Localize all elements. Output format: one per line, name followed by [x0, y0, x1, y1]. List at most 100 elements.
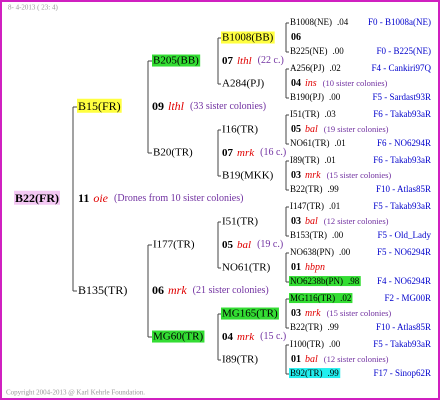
colony-line: F0 - B1008a(NE) — [368, 17, 431, 27]
note: (15 sister colonies) — [327, 170, 392, 180]
colony-line: F4 - Cankiri97Q — [372, 63, 432, 73]
colony-value: .01 — [329, 201, 340, 211]
mark: lthl — [237, 55, 252, 67]
node-name: B1008(BB) — [222, 32, 274, 44]
colony-value: .99 — [328, 368, 340, 378]
annotation: 03 mrk (15 sister colonies) — [291, 170, 391, 181]
annotation: 07 lthl (22 c.) — [222, 55, 284, 67]
colony-name: NO6238b(PN) — [290, 276, 343, 286]
mark: mrk — [237, 331, 255, 343]
colony-line: F5 - Old_Lady — [378, 230, 432, 240]
highlight — [289, 293, 353, 304]
colony-value: .98 — [348, 276, 360, 286]
node-name: NO61(TR) — [222, 262, 271, 274]
colony-name: NO61(TR) — [290, 138, 330, 148]
count: 03 — [291, 170, 301, 181]
colony-value: .01 — [335, 138, 346, 148]
annotation: 03 bal (12 sister colonies) — [291, 216, 389, 227]
mark: mrk — [305, 308, 321, 319]
colony: B190(PJ) .00 — [290, 92, 341, 102]
mark: bal — [305, 216, 318, 227]
colony-line: F10 - Atlas85R — [376, 322, 431, 332]
mark: mrk — [168, 283, 187, 297]
annotation: 01 hbpn — [291, 262, 325, 273]
annotation: 05 bal (19 sister colonies) — [291, 124, 389, 135]
colony-value: .99 — [328, 322, 340, 332]
mark: lthl — [168, 99, 185, 113]
colony-name: MG116(TR) — [290, 293, 335, 303]
annotation: 07 mrk (16 c.) — [222, 147, 286, 159]
node-name: I51(TR) — [222, 216, 258, 228]
colony-line: F17 - Sinop62R — [373, 368, 431, 378]
colony-line: F6 - Takab93aR — [373, 109, 431, 119]
mark: mrk — [305, 170, 321, 181]
colony-value: .00 — [332, 230, 344, 240]
note: (10 sister colonies) — [323, 78, 388, 88]
count: 01 — [291, 354, 301, 365]
count: 05 — [291, 124, 301, 135]
colony: I100(TR) .00 — [290, 339, 341, 349]
highlight — [289, 276, 361, 287]
node-name: MG165(TR) — [222, 308, 278, 320]
colony-value: .99 — [328, 184, 340, 194]
colony: B1008(NE) .04 — [290, 17, 349, 27]
colony-value: .00 — [339, 247, 351, 257]
mark: oie — [93, 191, 108, 205]
colony-value: .00 — [329, 339, 341, 349]
annotation: 04 ins (10 sister colonies) — [291, 78, 388, 89]
count: 07 — [222, 147, 234, 159]
node-name: B15(FR) — [78, 99, 121, 113]
count: 06 — [152, 283, 164, 297]
count: 04 — [291, 78, 301, 89]
colony-name: B1008(NE) — [290, 17, 332, 27]
colony-name: I100(TR) — [290, 339, 324, 349]
node-name: B135(TR) — [78, 283, 127, 297]
colony: NO6238b(PN) .98 — [290, 276, 360, 286]
highlight — [221, 31, 275, 44]
count: 01 — [291, 262, 301, 273]
count: 06 — [291, 32, 301, 43]
note: (12 sister colonies) — [324, 216, 389, 226]
colony-value: .03 — [325, 109, 337, 119]
colony-name: B22(TR) — [290, 184, 323, 194]
count: 04 — [222, 331, 234, 343]
highlight — [289, 368, 341, 379]
note: (19 c.) — [257, 239, 283, 250]
colony-name: A256(PJ) — [290, 63, 325, 73]
note: (12 sister colonies) — [324, 354, 389, 364]
colony-name: NO638(PN) — [290, 247, 334, 257]
copyright: Copyright 2004-2013 @ Karl Kehrle Founda… — [6, 389, 145, 397]
node-name: B205(BB) — [153, 55, 199, 67]
mark: bal — [237, 239, 251, 251]
mark: ins — [305, 78, 317, 89]
note: (15 c.) — [260, 331, 286, 342]
note: (22 c.) — [258, 55, 284, 66]
colony-line: F5 - Sardast93R — [373, 92, 432, 102]
colony-line: F2 - MG00R — [384, 293, 431, 303]
annotation: 05 bal (19 c.) — [222, 239, 283, 251]
count: 11 — [78, 191, 89, 205]
colony-value: .00 — [329, 92, 341, 102]
highlight — [221, 307, 279, 320]
colony-name: B22(TR) — [290, 322, 323, 332]
colony-value: .00 — [333, 46, 345, 56]
note: (33 sister colonies) — [190, 101, 266, 112]
colony-line: F5 - Takab93aR — [373, 201, 431, 211]
count: 03 — [291, 216, 301, 227]
annotation: 03 mrk (15 sister colonies) — [291, 308, 391, 319]
note: (16 c.) — [260, 147, 286, 158]
mark: bal — [305, 124, 318, 135]
highlight — [14, 190, 60, 205]
count: 07 — [222, 55, 234, 67]
colony-line: F10 - Atlas85R — [376, 184, 431, 194]
node-name: I16(TR) — [222, 124, 258, 136]
colony-line: F0 - B225(NE) — [377, 46, 432, 56]
colony: B22(TR) .99 — [290, 184, 339, 194]
count: 03 — [291, 308, 301, 319]
node-name: B19(MKK) — [222, 170, 274, 182]
colony: I51(TR) .03 — [290, 109, 336, 119]
node-name: B20(TR) — [153, 147, 193, 159]
annotation: 04 mrk (15 c.) — [222, 331, 286, 343]
colony: A256(PJ) .02 — [290, 63, 341, 73]
